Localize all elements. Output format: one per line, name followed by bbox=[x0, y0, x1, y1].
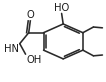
Text: O: O bbox=[26, 10, 34, 20]
Text: OH: OH bbox=[26, 55, 41, 65]
Text: HN: HN bbox=[4, 44, 19, 54]
Text: HO: HO bbox=[54, 3, 69, 13]
